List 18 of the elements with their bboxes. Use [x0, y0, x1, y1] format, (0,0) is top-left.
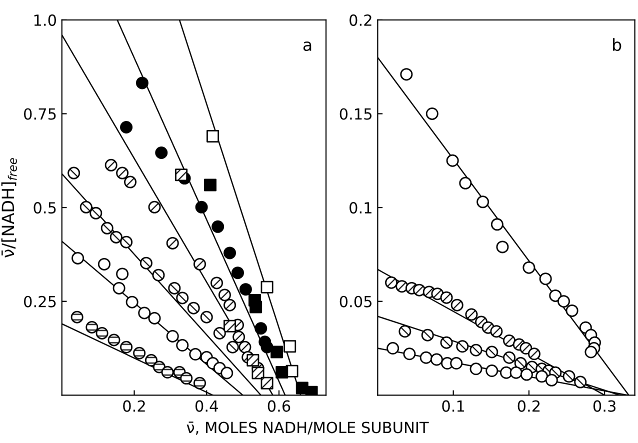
annotation: a: [303, 41, 312, 52]
y-tick-label: 0.1: [350, 202, 372, 214]
x-tick-label: 0.3: [593, 400, 616, 412]
y-tick-label: 0.75: [24, 108, 56, 120]
x-tick-label: 0.4: [195, 400, 218, 412]
y-tick-label: 0.2: [350, 14, 372, 26]
y-tick-label: 0.15: [340, 108, 372, 120]
y-tick-label: 0.5: [34, 202, 56, 214]
y-tick-label: 0.05: [340, 296, 372, 308]
x-tick-label: 0.2: [123, 400, 145, 412]
y-axis-title: ν̄/[NADH]$_{free}$: [1, 158, 17, 258]
y-tick-label: 0.25: [24, 296, 56, 308]
y-tick-label: 1.0: [34, 14, 56, 26]
x-axis-title: ν̄, MOLES NADH/MOLE SUBUNIT: [186, 422, 429, 435]
x-tick-label: 0.1: [442, 400, 464, 412]
x-tick-label: 0.6: [268, 400, 290, 412]
annotation: b: [613, 38, 622, 52]
x-tick-label: 0.2: [518, 400, 540, 412]
